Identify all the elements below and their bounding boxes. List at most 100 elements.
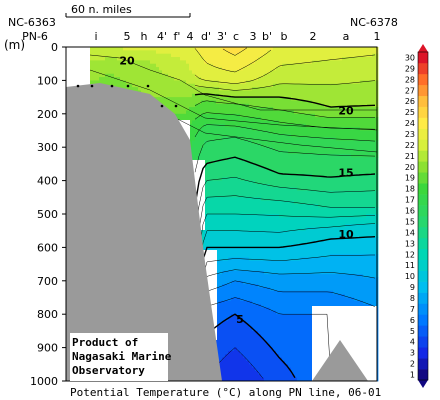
station-marker	[146, 84, 150, 88]
station-marker	[126, 84, 130, 88]
colorbar-max-arrow	[418, 44, 428, 52]
colorbar-tick-label: 4	[410, 338, 415, 347]
station-label-right: 1	[374, 30, 381, 43]
colorbar-tick-label: 18	[405, 185, 415, 194]
station-label: h	[141, 30, 148, 43]
station-label: b	[281, 30, 288, 43]
colorbar-cell	[418, 95, 428, 107]
colorbar-tick-label: 10	[405, 272, 415, 281]
seafloor-bathymetry	[66, 83, 368, 381]
colorbar-cell	[418, 106, 428, 118]
colorbar-cell	[418, 248, 428, 261]
colorbar-tick-label: 1	[410, 371, 415, 380]
y-tick-label: 600	[37, 241, 58, 254]
y-tick-label: 700	[37, 275, 58, 288]
y-tick-label: 500	[37, 208, 58, 221]
colorbar-tick-label: 15	[405, 217, 415, 226]
y-tick-label: 300	[37, 141, 58, 154]
y-tick-label: 0	[51, 41, 58, 54]
station-label: a	[343, 30, 350, 43]
station-label: b'	[262, 30, 272, 43]
colorbar-tick-label: 11	[405, 261, 415, 270]
colorbar-cell	[418, 237, 428, 250]
y-tick-label: 800	[37, 308, 58, 321]
colorbar-cell	[418, 62, 428, 75]
colorbar-tick-label: 17	[405, 196, 415, 205]
colorbar: 1234567891011121314151617181920212223242…	[405, 44, 429, 388]
y-tick-label: 900	[37, 342, 58, 355]
colorbar-tick-label: 13	[405, 239, 415, 248]
colorbar-cell	[418, 347, 428, 359]
colorbar-cell	[418, 194, 428, 206]
colorbar-cell	[418, 270, 428, 282]
colorbar-min-arrow	[418, 380, 428, 388]
credit-box: Product of Nagasaki Marine Observatory	[70, 333, 172, 381]
y-axis-label: (m)	[4, 38, 25, 52]
colorbar-cell	[418, 172, 428, 184]
colorbar-tick-label: 26	[405, 97, 415, 106]
contour-label: 20	[119, 54, 135, 67]
colorbar-cell	[418, 281, 428, 293]
station-label: c	[233, 30, 239, 43]
scale-label: 60 n. miles	[71, 3, 132, 16]
station-label: d'	[201, 30, 211, 43]
station-marker	[90, 84, 94, 88]
chart-title: Potential Temperature (°C) along PN line…	[70, 386, 381, 399]
contour-label: 5	[236, 313, 244, 326]
colorbar-tick-label: 20	[405, 163, 415, 172]
colorbar-cell	[418, 216, 428, 228]
colorbar-tick-label: 3	[410, 349, 415, 358]
colorbar-tick-label: 14	[405, 228, 415, 237]
colorbar-tick-label: 9	[410, 283, 415, 292]
colorbar-cell	[418, 259, 428, 271]
colorbar-cell	[418, 369, 428, 381]
colorbar-cell	[418, 117, 428, 129]
colorbar-cell	[418, 226, 428, 239]
station-label-left: PN-6	[22, 30, 48, 43]
colorbar-tick-label: 23	[405, 130, 415, 139]
y-tick-label: 1000	[30, 375, 58, 388]
credit-line-1: Product of	[72, 336, 138, 349]
credit-line-3: Observatory	[72, 364, 145, 377]
colorbar-tick-label: 6	[410, 316, 415, 325]
colorbar-cell	[418, 303, 428, 315]
station-label: 5	[124, 30, 131, 43]
colorbar-tick-label: 30	[405, 53, 415, 62]
colorbar-frame	[417, 51, 429, 381]
y-tick-label: 100	[37, 74, 58, 87]
station-label: f'	[174, 30, 181, 43]
colorbar-tick-label: 5	[410, 327, 415, 336]
colorbar-tick-label: 2	[410, 360, 415, 369]
colorbar-tick-label: 29	[405, 64, 415, 73]
station-marker	[160, 104, 164, 108]
station-label: 4	[187, 30, 194, 43]
colorbar-cell	[418, 314, 428, 326]
colorbar-cell	[418, 325, 428, 337]
station-label: 3	[250, 30, 257, 43]
colorbar-tick-label: 16	[405, 207, 415, 216]
station-marker	[174, 104, 178, 108]
station-label-left-top: NC-6363	[8, 16, 56, 29]
colorbar-cell	[418, 183, 428, 195]
colorbar-tick-label: 22	[405, 141, 415, 150]
isotherm-lines	[89, 47, 378, 382]
colorbar-cell	[418, 73, 428, 86]
station-label: 3'	[217, 30, 227, 43]
colorbar-tick-label: 27	[405, 86, 415, 95]
colorbar-tick-label: 24	[405, 119, 415, 128]
contour-label: 20	[338, 104, 354, 117]
colorbar-tick-label: 12	[405, 250, 415, 259]
contour-labels: 20 20 15 10 5	[119, 54, 354, 326]
colorbar-cell	[418, 358, 428, 370]
station-label: 2	[310, 30, 317, 43]
colorbar-tick-label: 28	[405, 75, 415, 84]
station-marker	[110, 84, 114, 88]
colorbar-cell	[418, 205, 428, 217]
colorbar-tick-label: 21	[405, 152, 415, 161]
station-marker	[76, 84, 80, 88]
distance-scale: 60 n. miles	[65, 3, 191, 18]
colorbar-cell	[418, 161, 428, 173]
credit-line-2: Nagasaki Marine	[72, 350, 172, 363]
